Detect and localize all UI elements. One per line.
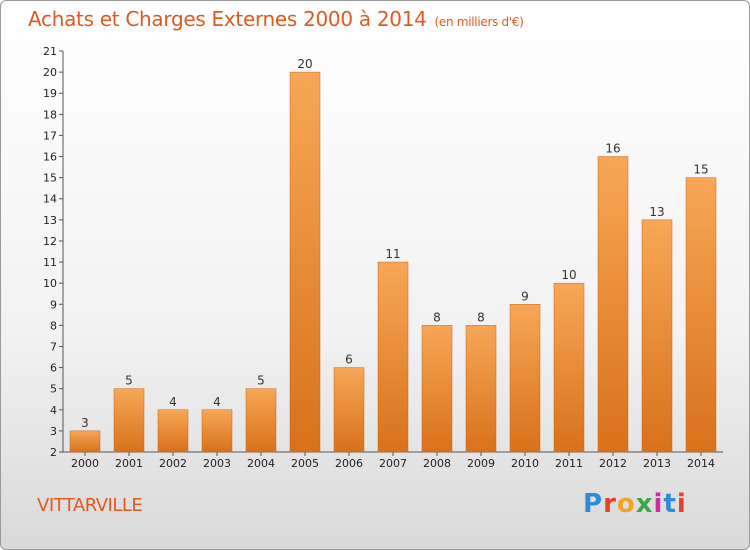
logo-letter: i (676, 489, 687, 519)
bar (245, 388, 277, 453)
chart-title: Achats et Charges Externes 2000 à 2014 (e… (28, 7, 524, 31)
x-tick-label: 2004 (247, 457, 275, 470)
y-tick-label: 18 (43, 108, 57, 121)
bar (641, 219, 673, 453)
logo-letter: i (653, 489, 664, 519)
y-tick-label: 21 (43, 45, 57, 58)
logo-letter: o (616, 489, 636, 519)
y-tick-label: 6 (50, 362, 57, 375)
x-tick-label: 2001 (115, 457, 143, 470)
bar (421, 325, 453, 453)
y-tick-label: 3 (50, 425, 57, 438)
bar-value-label: 6 (345, 353, 353, 367)
x-tick-label: 2000 (71, 457, 99, 470)
y-tick-label: 11 (43, 256, 57, 269)
y-tick-label: 19 (43, 87, 57, 100)
x-tick-label: 2005 (291, 457, 319, 470)
y-tick-label: 16 (43, 151, 57, 164)
bar (509, 304, 541, 453)
y-tick-label: 7 (50, 340, 57, 353)
bar-value-label: 3 (81, 416, 89, 430)
y-tick-label: 20 (43, 66, 57, 79)
x-tick-label: 2008 (423, 457, 451, 470)
bar (113, 388, 145, 453)
bar (465, 325, 497, 453)
y-tick-label: 15 (43, 172, 57, 185)
x-tick-label: 2006 (335, 457, 363, 470)
logo-letter: t (663, 489, 677, 519)
y-tick-label: 10 (43, 277, 57, 290)
bar (597, 156, 629, 453)
bar-value-label: 5 (125, 374, 133, 388)
bars: 3 5 4 4 5 20 6 11 8 8 9 10 16 13 15 (69, 57, 717, 453)
y-tick-label: 9 (50, 298, 57, 311)
x-tick-label: 2009 (467, 457, 495, 470)
bar (553, 282, 585, 453)
y-tick-label: 17 (43, 129, 57, 142)
bar-value-label: 4 (169, 395, 177, 409)
y-tick-label: 5 (50, 383, 57, 396)
bar-value-label: 16 (605, 142, 620, 156)
y-tick-label: 8 (50, 319, 57, 332)
y-tick-label: 14 (43, 193, 57, 206)
y-tick-label: 2 (50, 446, 57, 459)
y-tick-label: 13 (43, 214, 57, 227)
bar (289, 71, 321, 453)
x-tick-label: 2012 (599, 457, 627, 470)
y-tick-label: 12 (43, 235, 57, 248)
x-tick-label: 2013 (643, 457, 671, 470)
bar (377, 261, 409, 453)
logo-letter: x (635, 489, 654, 519)
bar-value-label: 9 (521, 289, 529, 303)
bar (685, 177, 717, 453)
logo-letter: P (583, 489, 604, 519)
y-tick-label: 4 (50, 404, 57, 417)
logo-letter: r (603, 489, 617, 519)
x-tick-label: 2010 (511, 457, 539, 470)
x-tick-label: 2014 (687, 457, 715, 470)
bar-value-label: 8 (433, 310, 441, 324)
x-tick-label: 2007 (379, 457, 407, 470)
bar (157, 409, 189, 453)
bar (69, 430, 101, 453)
bar-value-label: 13 (649, 205, 664, 219)
bar-value-label: 10 (561, 268, 576, 282)
bar (201, 409, 233, 453)
chart-unit: (en milliers d'€) (434, 15, 524, 29)
bar-value-label: 8 (477, 310, 485, 324)
commune-name: VITTARVILLE (37, 495, 143, 516)
bar-value-label: 20 (297, 57, 312, 71)
bar (333, 367, 365, 453)
bar-value-label: 15 (693, 163, 708, 177)
bar-value-label: 4 (213, 395, 221, 409)
x-tick-label: 2011 (555, 457, 583, 470)
x-tick-label: 2002 (159, 457, 187, 470)
bar-value-label: 5 (257, 374, 265, 388)
x-tick-label: 2003 (203, 457, 231, 470)
chart-title-text: Achats et Charges Externes 2000 à 2014 (28, 7, 427, 31)
bar-value-label: 11 (385, 247, 400, 261)
proxiti-logo[interactable]: Proxiti (583, 489, 687, 519)
axes: 2 3 4 5 6 7 8 9 10 11 12 13 14 15 16 17 18 19 20 21 2000 2001… (43, 45, 723, 470)
